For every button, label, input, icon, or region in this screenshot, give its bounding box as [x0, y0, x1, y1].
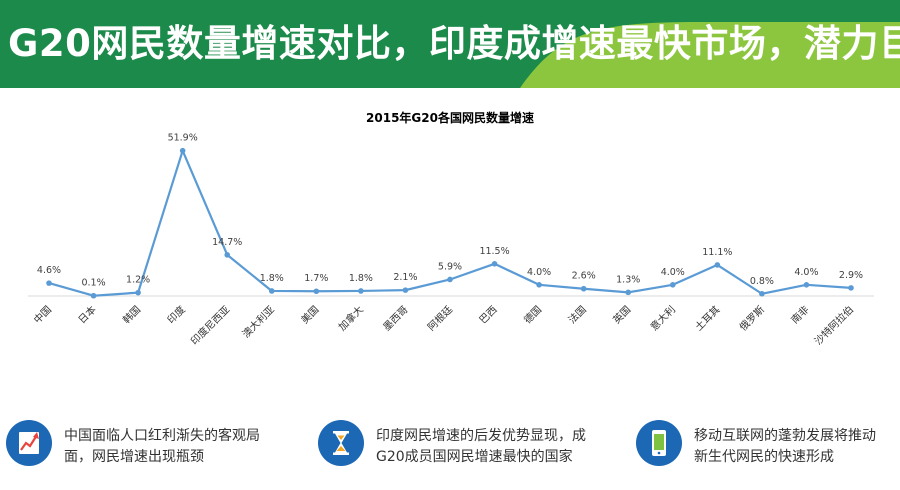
data-label-18: 2.9% — [839, 270, 863, 281]
data-label-12: 2.6% — [572, 271, 596, 282]
data-label-11: 4.0% — [527, 267, 551, 278]
data-point-0 — [46, 280, 52, 286]
point-2: 印度网民增速的后发优势显现，成 G20成员国网民增速最快的国家 — [318, 420, 618, 476]
data-label-14: 4.0% — [661, 267, 685, 278]
x-tick-label-11: 德国 — [521, 303, 544, 326]
x-tick-label-2: 韩国 — [120, 303, 143, 326]
x-tick-label-16: 俄罗斯 — [737, 303, 767, 333]
x-tick-label-18: 沙特阿拉伯 — [812, 303, 857, 348]
x-tick-label-15: 土耳其 — [692, 303, 722, 333]
data-point-9 — [447, 276, 453, 283]
data-label-3: 51.9% — [168, 133, 198, 144]
x-tick-label-4: 印度尼西亚 — [188, 303, 233, 348]
data-point-4 — [224, 252, 231, 258]
data-label-8: 2.1% — [393, 272, 417, 283]
data-point-11 — [536, 282, 542, 288]
data-point-7 — [358, 288, 364, 294]
data-point-10 — [491, 261, 498, 267]
data-label-0: 4.6% — [37, 265, 61, 276]
data-point-13 — [625, 289, 632, 296]
data-point-17 — [803, 282, 810, 288]
data-point-12 — [580, 285, 587, 292]
data-label-16: 0.8% — [750, 276, 774, 287]
data-label-2: 1.2% — [126, 275, 150, 286]
banner-light-band — [520, 22, 900, 88]
point-2-line2: G20成员国网民增速最快的国家 — [376, 449, 573, 465]
data-label-4: 14.7% — [212, 237, 242, 248]
data-label-15: 11.1% — [702, 247, 732, 258]
data-label-9: 5.9% — [438, 261, 462, 272]
data-point-1 — [90, 292, 97, 299]
x-tick-label-12: 法国 — [565, 303, 588, 326]
x-tick-label-7: 加拿大 — [336, 303, 366, 333]
series-line — [48, 149, 852, 297]
data-point-18 — [848, 285, 854, 291]
hourglass-icon — [318, 420, 364, 466]
chart-title: 2015年G20各国网民数量增速 — [366, 110, 534, 125]
point-1: 中国面临人口红利渐失的客观局 面，网民增速出现瓶颈 — [6, 420, 296, 476]
data-label-6: 1.7% — [304, 273, 328, 284]
data-point-16 — [759, 290, 765, 297]
point-3-line2: 新生代网民的快速形成 — [694, 449, 834, 465]
data-point-3 — [179, 147, 186, 154]
x-tick-label-6: 美国 — [298, 303, 321, 326]
x-tick-label-0: 中国 — [31, 303, 54, 326]
x-tick-label-8: 墨西哥 — [381, 304, 411, 334]
x-tick-label-1: 日本 — [75, 303, 98, 326]
point-3-line1: 移动互联网的蓬勃发展将推动 — [694, 428, 876, 444]
chart-icon — [6, 420, 52, 466]
point-3-text: 移动互联网的蓬勃发展将推动 新生代网民的快速形成 — [694, 426, 876, 468]
x-tick-label-14: 意大利 — [647, 303, 677, 333]
data-label-1: 0.1% — [81, 278, 105, 289]
data-label-5: 1.8% — [260, 273, 284, 284]
point-3: 移动互联网的蓬勃发展将推动 新生代网民的快速形成 — [636, 420, 898, 476]
x-tick-label-3: 印度 — [164, 303, 187, 326]
title-banner: G20网民数量增速对比，印度成增速最快市场，潜力巨大 — [0, 0, 900, 88]
x-tick-label-9: 阿根廷 — [425, 303, 455, 333]
point-1-line1: 中国面临人口红利渐失的客观局 — [64, 428, 260, 444]
data-point-14 — [669, 282, 676, 288]
data-label-10: 11.5% — [479, 246, 509, 257]
point-2-text: 印度网民增速的后发优势显现，成 G20成员国网民增速最快的国家 — [376, 426, 586, 468]
x-tick-label-17: 南非 — [788, 303, 811, 326]
data-point-2 — [135, 289, 141, 296]
x-tick-label-13: 英国 — [610, 303, 633, 326]
data-label-7: 1.8% — [349, 273, 373, 284]
data-point-6 — [313, 288, 320, 295]
data-point-8 — [402, 287, 409, 293]
x-tick-label-5: 澳大利亚 — [239, 303, 276, 340]
point-2-line1: 印度网民增速的后发优势显现，成 — [376, 428, 586, 444]
page-title: G20网民数量增速对比，印度成增速最快市场，潜力巨大 — [8, 22, 900, 65]
x-tick-label-10: 巴西 — [477, 304, 500, 327]
point-1-line2: 面，网民增速出现瓶颈 — [64, 449, 204, 465]
data-point-15 — [714, 262, 721, 268]
data-point-5 — [268, 288, 275, 294]
data-label-17: 4.0% — [794, 267, 818, 278]
mobile-icon — [636, 420, 682, 466]
data-label-13: 1.3% — [616, 274, 640, 285]
banner-background — [0, 0, 900, 88]
point-1-text: 中国面临人口红利渐失的客观局 面，网民增速出现瓶颈 — [64, 426, 260, 468]
line-chart: 2015年G20各国网民数量增速 4.6% 中国 0.1% 日本 1.2% 韩国 51.9%… — [28, 110, 874, 348]
